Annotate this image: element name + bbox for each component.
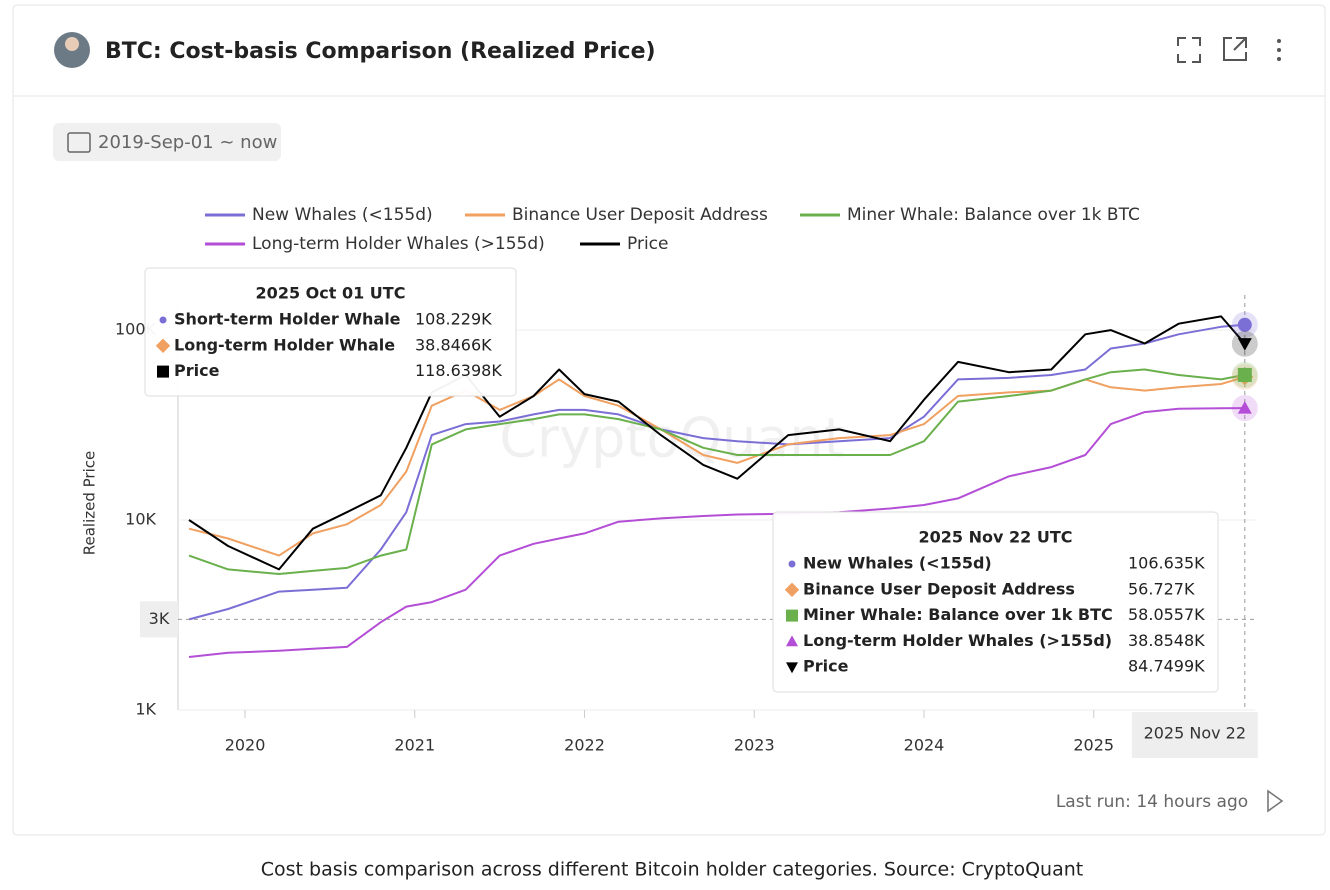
tooltip-value: 56.727K <box>1128 579 1195 598</box>
legend-label: Price <box>627 234 668 254</box>
date-chip[interactable] <box>53 123 281 161</box>
crosshair-x-box <box>1131 712 1258 758</box>
legend-label: Binance User Deposit Address <box>512 205 768 225</box>
series-line <box>188 323 1245 621</box>
tooltip-marker <box>786 609 798 622</box>
tooltip-title: 2025 Oct 01 UTC <box>256 284 406 303</box>
series-line <box>188 407 1245 658</box>
tooltip-marker <box>786 662 798 674</box>
y-tick-label: 1K <box>135 700 156 719</box>
hover-marker <box>1237 338 1252 351</box>
tooltip-name: New Whales (<155d) <box>803 554 992 573</box>
run-icon[interactable] <box>1267 789 1284 813</box>
tooltip-marker <box>784 582 800 597</box>
open-icon[interactable] <box>1223 37 1247 61</box>
legend-label: Miner Whale: Balance over 1k BTC <box>847 205 1140 225</box>
tooltip-marker <box>157 365 169 378</box>
x-tick-label: 2025 <box>1073 736 1114 755</box>
x-tick-label: 2021 <box>394 736 435 755</box>
tooltip-value: 38.8548K <box>1128 631 1205 650</box>
tooltip-marker <box>788 560 796 568</box>
crosshair-x-label: 2025 Nov 22 <box>1144 724 1246 743</box>
tooltip: 2025 Nov 22 UTC New Whales (<155d) 106.635… <box>772 511 1219 693</box>
tooltip-name: Price <box>174 361 220 380</box>
tooltip-box <box>772 511 1219 693</box>
date-range: 2019-Sep-01 ~ now <box>98 132 277 153</box>
tooltip-value: 58.0557K <box>1128 605 1205 624</box>
y-axis-label: Realized Price <box>81 451 99 556</box>
tooltip-name: Miner Whale: Balance over 1k BTC <box>803 605 1113 624</box>
tooltip-marker <box>786 635 798 647</box>
tooltip-name: Long-term Holder Whales (>155d) <box>803 631 1112 650</box>
tooltip-value: 106.635K <box>1128 554 1205 573</box>
x-tick-label: 2020 <box>225 736 266 755</box>
expand-icon[interactable] <box>1177 37 1201 63</box>
x-tick-label: 2024 <box>904 736 945 755</box>
tooltip-name: Short-term Holder Whale <box>174 310 401 329</box>
tooltip-marker <box>155 338 171 353</box>
tooltip-value: 108.229K <box>415 310 492 329</box>
legend-label: New Whales (<155d) <box>252 205 433 225</box>
last-run: Last run: 14 hours ago <box>1056 792 1248 812</box>
hover-marker <box>1237 317 1252 332</box>
tooltip-value: 38.8466K <box>415 335 492 354</box>
hover-marker <box>1237 401 1252 414</box>
tooltip-name: Price <box>803 657 849 676</box>
x-tick-label: 2023 <box>734 736 775 755</box>
toolbar <box>1177 37 1247 63</box>
tooltip-value: 118.6398K <box>415 361 502 380</box>
legend-label: Long-term Holder Whales (>155d) <box>252 234 545 254</box>
hover-marker <box>1237 367 1252 382</box>
caption: Cost basis comparison across different B… <box>261 859 1083 881</box>
series-line <box>188 368 1245 575</box>
tooltip-marker <box>159 316 167 324</box>
title: BTC: Cost-basis Comparison (Realized Pri… <box>105 39 656 64</box>
avatar-face <box>65 37 79 51</box>
series-line <box>188 315 1246 571</box>
y-tick-label: 10K <box>125 510 156 529</box>
crosshair-y-label: 3K <box>149 609 170 628</box>
watermark: CryptoQuant <box>499 407 845 470</box>
x-tick-label: 2022 <box>564 736 605 755</box>
calendar-icon <box>67 132 91 153</box>
tooltip: 2025 Oct 01 UTC Short-term Holder Whale 10… <box>144 267 517 397</box>
crosshair-y-box <box>140 601 178 638</box>
more-icon[interactable] <box>1277 39 1281 61</box>
series-line <box>188 375 1246 557</box>
tooltip-name: Binance User Deposit Address <box>803 579 1075 598</box>
tooltip-title: 2025 Nov 22 UTC <box>919 528 1073 547</box>
tooltip-name: Long-term Holder Whale <box>174 335 395 354</box>
tooltip-value: 84.7499K <box>1128 657 1205 676</box>
tooltip-box <box>144 267 517 397</box>
